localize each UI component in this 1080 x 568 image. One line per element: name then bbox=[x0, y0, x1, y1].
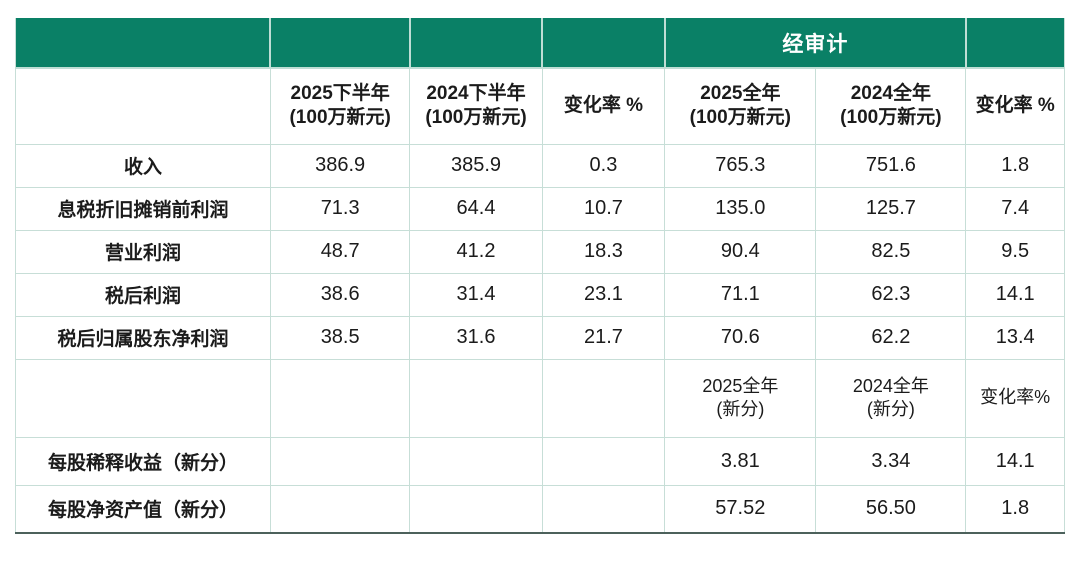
secondary-header-empty bbox=[269, 358, 411, 438]
secondary-header-line2: (新分) bbox=[716, 399, 765, 419]
value-cell: 10.7 bbox=[541, 186, 666, 231]
table-row-nav-per-share: 每股净资产值（新分） 57.52 56.50 1.8 bbox=[15, 484, 1065, 534]
audited-label: 经审计 bbox=[782, 32, 849, 56]
column-header-line1: 2025下半年 bbox=[290, 82, 390, 104]
column-header-line1: 变化率 % bbox=[975, 94, 1055, 116]
value-cell: 48.7 bbox=[269, 229, 411, 274]
value-cell: 70.6 bbox=[664, 315, 817, 360]
value-cell bbox=[409, 484, 543, 534]
secondary-header-line2: (新分) bbox=[866, 399, 915, 419]
banner-cell-empty bbox=[15, 18, 272, 69]
value-cell: 3.81 bbox=[664, 436, 817, 486]
value-cell: 21.7 bbox=[541, 315, 666, 360]
value-cell: 82.5 bbox=[815, 229, 967, 274]
secondary-header-empty bbox=[541, 358, 666, 438]
value-cell: 135.0 bbox=[664, 186, 817, 231]
secondary-header-row: 2025全年 (新分) 2024全年 (新分) 变化率% bbox=[15, 358, 1065, 438]
row-label: 税后利润 bbox=[15, 272, 271, 317]
secondary-header-empty bbox=[409, 358, 543, 438]
value-cell bbox=[541, 484, 666, 534]
column-header-line2: (100万新元) bbox=[689, 107, 792, 129]
value-cell bbox=[269, 436, 411, 486]
banner-cell-empty bbox=[408, 18, 544, 69]
column-header-2025h2: 2025下半年 (100万新元) bbox=[269, 67, 411, 145]
value-cell: 14.1 bbox=[965, 272, 1065, 317]
value-cell: 71.3 bbox=[269, 186, 411, 231]
value-cell: 1.8 bbox=[965, 143, 1065, 188]
value-cell: 90.4 bbox=[664, 229, 817, 274]
value-cell: 38.5 bbox=[269, 315, 411, 360]
financial-results-table: 经审计 2025下半年 (100万新元) 2024下半年 (100万新元) 变化… bbox=[15, 18, 1065, 534]
table-row-ebitda: 息税折旧摊销前利润 71.3 64.4 10.7 135.0 125.7 7.4 bbox=[15, 186, 1065, 231]
secondary-header-2024fy-cents: 2024全年 (新分) bbox=[815, 358, 967, 438]
audited-banner-cell: 经审计 bbox=[663, 18, 967, 69]
table-row-operating-profit: 营业利润 48.7 41.2 18.3 90.4 82.5 9.5 bbox=[15, 229, 1065, 274]
secondary-header-change: 变化率% bbox=[965, 358, 1065, 438]
value-cell: 41.2 bbox=[409, 229, 543, 274]
value-cell: 38.6 bbox=[269, 272, 411, 317]
banner-cell-empty bbox=[964, 18, 1065, 69]
row-label: 每股稀释收益（新分） bbox=[15, 436, 271, 486]
table-row-revenue: 收入 386.9 385.9 0.3 765.3 751.6 1.8 bbox=[15, 143, 1065, 188]
banner-cell-empty bbox=[541, 18, 666, 69]
value-cell: 14.1 bbox=[965, 436, 1065, 486]
column-header-2025fy: 2025全年 (100万新元) bbox=[664, 67, 817, 145]
value-cell: 64.4 bbox=[409, 186, 543, 231]
column-header-line2: (100万新元) bbox=[289, 107, 391, 129]
value-cell: 0.3 bbox=[541, 143, 666, 188]
column-header-line2: (100万新元) bbox=[425, 107, 527, 129]
value-cell: 7.4 bbox=[965, 186, 1065, 231]
column-header-line2: (100万新元) bbox=[840, 107, 942, 129]
value-cell: 57.52 bbox=[664, 484, 817, 534]
secondary-header-line1: 2025全年 bbox=[702, 375, 779, 396]
table-row-net-profit-attributable: 税后归属股东净利润 38.5 31.6 21.7 70.6 62.2 13.4 bbox=[15, 315, 1065, 360]
value-cell bbox=[269, 484, 411, 534]
value-cell: 386.9 bbox=[269, 143, 411, 188]
value-cell: 18.3 bbox=[541, 229, 666, 274]
column-header-row: 2025下半年 (100万新元) 2024下半年 (100万新元) 变化率 % … bbox=[15, 67, 1065, 145]
value-cell: 13.4 bbox=[965, 315, 1065, 360]
value-cell: 31.6 bbox=[409, 315, 543, 360]
column-header-2024h2: 2024下半年 (100万新元) bbox=[409, 67, 543, 145]
value-cell: 31.4 bbox=[409, 272, 543, 317]
row-label: 税后归属股东净利润 bbox=[15, 315, 271, 360]
value-cell: 765.3 bbox=[664, 143, 817, 188]
value-cell: 3.34 bbox=[815, 436, 967, 486]
value-cell: 751.6 bbox=[815, 143, 967, 188]
banner-row: 经审计 bbox=[15, 18, 1065, 69]
value-cell: 62.3 bbox=[815, 272, 967, 317]
value-cell: 71.1 bbox=[664, 272, 817, 317]
column-header-line1: 2024全年 bbox=[850, 82, 931, 104]
secondary-header-2025fy-cents: 2025全年 (新分) bbox=[664, 358, 817, 438]
row-label: 营业利润 bbox=[15, 229, 271, 274]
row-label: 每股净资产值（新分） bbox=[15, 484, 271, 534]
table-row-profit-after-tax: 税后利润 38.6 31.4 23.1 71.1 62.3 14.1 bbox=[15, 272, 1065, 317]
column-header-change-h2: 变化率 % bbox=[541, 67, 666, 145]
value-cell: 9.5 bbox=[965, 229, 1065, 274]
secondary-header-line1: 2024全年 bbox=[852, 375, 929, 396]
banner-cell-empty bbox=[269, 18, 411, 69]
value-cell bbox=[541, 436, 666, 486]
column-header-line1: 2025全年 bbox=[700, 82, 781, 104]
table-row-diluted-eps: 每股稀释收益（新分） 3.81 3.34 14.1 bbox=[15, 436, 1065, 486]
secondary-header-line1: 变化率% bbox=[980, 387, 1051, 408]
column-header-2024fy: 2024全年 (100万新元) bbox=[815, 67, 967, 145]
value-cell: 23.1 bbox=[541, 272, 666, 317]
column-header-empty bbox=[15, 67, 271, 145]
column-header-change-fy: 变化率 % bbox=[965, 67, 1065, 145]
column-header-line1: 变化率 % bbox=[563, 94, 644, 116]
value-cell: 62.2 bbox=[815, 315, 967, 360]
row-label: 息税折旧摊销前利润 bbox=[15, 186, 271, 231]
row-label: 收入 bbox=[15, 143, 271, 188]
value-cell: 56.50 bbox=[815, 484, 967, 534]
value-cell bbox=[409, 436, 543, 486]
value-cell: 385.9 bbox=[409, 143, 543, 188]
secondary-header-empty bbox=[15, 358, 271, 438]
value-cell: 1.8 bbox=[965, 484, 1065, 534]
value-cell: 125.7 bbox=[815, 186, 967, 231]
column-header-line1: 2024下半年 bbox=[426, 82, 526, 104]
